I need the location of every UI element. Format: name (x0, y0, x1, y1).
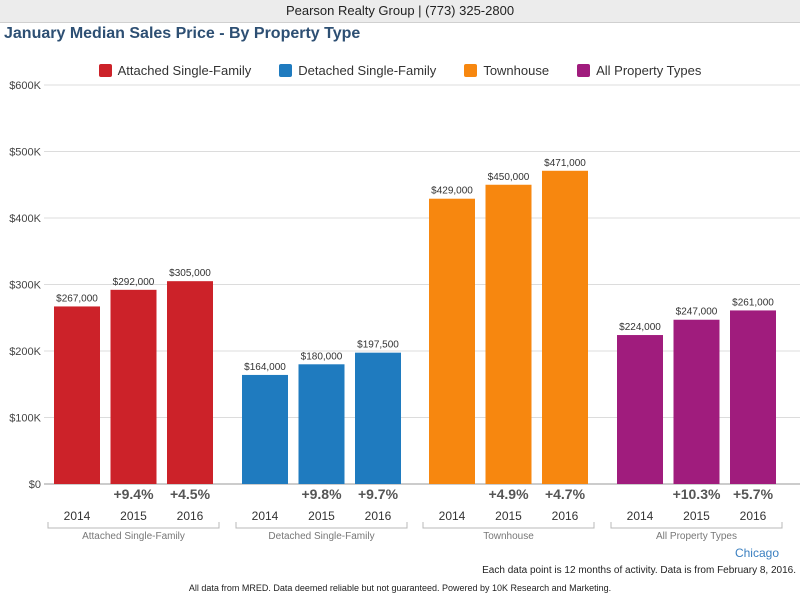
x-tick-label: 2016 (365, 509, 392, 523)
x-tick-label: 2015 (120, 509, 147, 523)
bar-value-label: $450,000 (488, 172, 530, 183)
bar-value-label: $180,000 (301, 351, 343, 362)
group-bracket (235, 522, 408, 529)
group-bracket (47, 522, 220, 529)
bar (429, 198, 475, 484)
bar (542, 170, 588, 484)
legend-swatch (577, 63, 591, 77)
bar-value-label: $305,000 (169, 268, 211, 279)
bar (355, 352, 401, 484)
group-label: All Property Types (656, 531, 737, 542)
change-label: +10.3% (673, 486, 721, 502)
y-tick-label: $300K (9, 280, 41, 292)
legend-item[interactable]: Attached Single-Family (98, 61, 252, 79)
y-tick-label: $500K (9, 147, 41, 159)
group-bracket (610, 522, 783, 529)
header-text: Pearson Realty Group | (773) 325-2800 (285, 3, 515, 18)
legend-label: All Property Types (596, 62, 702, 78)
legend-item[interactable]: Detached Single-Family (279, 61, 436, 79)
change-label: +5.7% (733, 486, 774, 502)
bar-value-label: $261,000 (732, 297, 774, 308)
y-tick-label: $0 (29, 479, 41, 491)
y-tick-label: $400K (9, 213, 41, 225)
legend-swatch (464, 63, 478, 77)
legend-swatch (279, 63, 293, 77)
bar (673, 319, 720, 484)
y-tick-label: $100K (9, 413, 41, 425)
bar-value-label: $267,000 (56, 293, 98, 304)
x-tick-label: 2016 (177, 509, 204, 523)
change-label: +4.9% (488, 486, 529, 502)
bar-value-label: $429,000 (431, 186, 473, 197)
bar (167, 281, 213, 484)
region-label: Chicago (734, 546, 779, 560)
legend-label: Attached Single-Family (117, 62, 252, 78)
bar-value-label: $197,500 (357, 340, 399, 351)
x-tick-label: 2014 (627, 509, 654, 523)
change-label: +9.7% (358, 486, 399, 502)
bar-value-label: $247,000 (676, 307, 718, 318)
bar (54, 306, 100, 484)
bar-value-label: $164,000 (244, 362, 286, 373)
y-tick-label: $600K (9, 80, 41, 92)
change-label: +9.4% (113, 486, 154, 502)
x-tick-label: 2015 (308, 509, 335, 523)
legend-item[interactable]: Townhouse (464, 61, 549, 79)
chart-title: January Median Sales Price - By Property… (4, 25, 361, 42)
bar (617, 335, 663, 484)
x-tick-label: 2014 (64, 509, 91, 523)
legend-item[interactable]: All Property Types (577, 61, 701, 79)
change-label: +4.5% (170, 486, 211, 502)
change-label: +9.8% (301, 486, 342, 502)
bar (110, 289, 157, 484)
header-bar: Pearson Realty Group | (773) 325-2800 (0, 0, 800, 23)
group-label: Attached Single-Family (82, 531, 185, 542)
x-tick-label: 2016 (740, 509, 767, 523)
legend-label: Townhouse (483, 62, 550, 78)
bar (242, 374, 288, 484)
y-tick-label: $200K (9, 346, 41, 358)
group-label: Detached Single-Family (268, 531, 374, 542)
x-tick-label: 2016 (552, 509, 579, 523)
x-tick-label: 2015 (683, 509, 710, 523)
x-tick-label: 2015 (495, 509, 522, 523)
bar-value-label: $224,000 (619, 322, 661, 333)
change-label: +4.7% (545, 486, 586, 502)
bar-value-label: $471,000 (544, 158, 586, 169)
legend-label: Detached Single-Family (298, 62, 437, 78)
legend-swatch (98, 63, 112, 77)
legend: Attached Single-Family Detached Single-Fa… (0, 61, 800, 79)
bar-value-label: $292,000 (113, 277, 155, 288)
group-bracket (422, 522, 595, 529)
group-label: Townhouse (483, 531, 534, 542)
bar (730, 310, 776, 484)
footnote-disclaimer: All data from MRED. Data deemed reliable… (188, 583, 612, 593)
x-tick-label: 2014 (252, 509, 279, 523)
bar (298, 364, 345, 484)
bar (485, 184, 532, 484)
x-tick-label: 2014 (439, 509, 466, 523)
footnote-data-note: Each data point is 12 months of activity… (482, 565, 796, 576)
